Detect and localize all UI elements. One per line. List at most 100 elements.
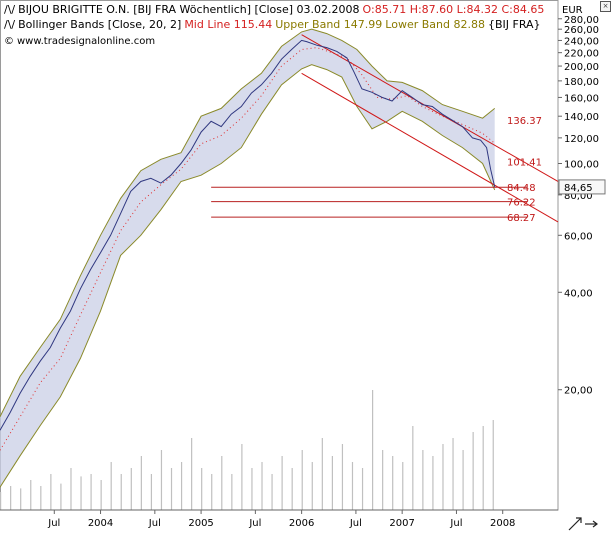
bollinger-band-area [0,29,495,488]
volume-bar [130,468,132,510]
x-tick-label: Jul [349,518,362,529]
upper-band-line [0,28,496,418]
volume-bar [261,462,263,510]
volume-bar [70,468,72,510]
volume-bar [452,438,454,510]
y-tick-label: 200,00 [564,62,599,73]
y-tick-label: 160,00 [564,93,599,104]
volume-bar [301,450,303,510]
close-icon[interactable]: × [600,1,611,12]
volume-bar [241,444,243,510]
volume-bar [170,468,173,510]
mid-line-value: Mid Line 115.44 [184,18,273,31]
y-tick-label: 140,00 [564,112,599,123]
lower-band-line [0,64,496,488]
y-tick-label: 40,00 [564,288,593,299]
volume-bar [472,432,474,510]
volume-bar [90,474,92,510]
upper-band-value: Upper Band 147.99 [275,18,383,31]
y-tick-label: 280,00 [564,15,599,26]
volume-bar [251,468,253,510]
level-label: 76.22 [507,198,536,209]
volume-bar [341,444,344,510]
bollinger-series-icon: /\/ [4,18,16,31]
currency-label: EUR [562,5,583,16]
volume-bar [321,438,323,510]
y-tick-label: 120,00 [564,134,599,145]
volume-bar [140,456,142,510]
x-tick-label: 2006 [289,518,314,529]
price-line [0,39,496,431]
y-tick-label: 260,00 [564,25,599,36]
volume-bar [311,462,313,510]
volume-bar [10,486,12,510]
volume-bar [231,474,233,510]
volume-bar [432,456,434,510]
volume-bar [110,462,112,510]
volume-bar [372,390,374,510]
volume-bar [50,474,52,510]
y-tick-label: 180,00 [564,77,599,88]
volume-bar [80,476,82,510]
volume-bar [442,444,444,510]
bollinger-label: Bollinger Bands [Close, 20, 2] [18,18,182,31]
volume-bar [211,474,213,510]
volume-bar [422,450,424,510]
copyright-line: © www.tradesignalonline.com [4,35,158,48]
volume-bar [221,456,223,510]
channel-line-lower [301,72,559,223]
last-price-label: 84,65 [564,183,593,194]
x-tick-label: Jul [47,518,60,529]
volume-bar [30,480,32,510]
volume-bar [482,426,484,510]
website-label: www.tradesignalonline.com [17,36,156,47]
x-tick-label: Jul [148,518,161,529]
volume-bar [0,492,2,510]
legend-price: /\/BIJOU BRIGITTE O.N. [BIJ FRA Wöchentl… [4,3,547,16]
volume-bar [20,488,22,510]
volume-bar [150,474,153,510]
volume-bar [160,450,163,510]
volume-bar [412,426,414,510]
channel-label: 101.41 [507,158,542,169]
y-tick-label: 100,00 [564,159,599,170]
x-tick-label: Jul [248,518,261,529]
volume-bar [382,450,384,510]
x-tick-label: Jul [449,518,462,529]
volume-bar [402,462,404,510]
volume-bar [392,456,394,510]
volume-bar [201,468,203,510]
bollinger-source: {BIJ FRA} [487,18,541,31]
volume-bar [120,474,122,510]
y-tick-label: 220,00 [564,49,599,60]
zoom-arrows-icon[interactable] [567,516,599,532]
x-tick-label: 2004 [88,518,113,529]
volume-bar [191,438,193,510]
volume-bar [351,462,354,510]
volume-bar [180,462,183,510]
volume-bar [281,456,283,510]
copyright-icon: © [4,36,14,47]
volume-bar [100,480,102,510]
volume-bar [331,456,333,510]
legend-bollinger: /\/Bollinger Bands [Close, 20, 2] Mid Lin… [4,18,544,31]
channel-line-upper [301,34,559,182]
volume-bar [492,420,494,510]
lower-band-value: Lower Band 82.88 [385,18,485,31]
volume-bar [291,468,293,510]
y-tick-label: 60,00 [564,231,593,242]
channel-label: 136.37 [507,116,542,127]
ohlc-values: O:85.71 H:87.60 L:84.32 C:84.65 [362,3,545,16]
y-tick-label: 240,00 [564,36,599,47]
level-label: 68.27 [507,213,536,224]
volume-bar [462,450,464,510]
x-tick-label: 2008 [490,518,515,529]
level-label: 84.48 [507,183,536,194]
x-tick-label: 2007 [389,518,414,529]
volume-bar [361,468,364,510]
x-tick-label: 2005 [188,518,213,529]
volume-bar [40,486,42,510]
price-series-icon: /\/ [4,3,16,16]
